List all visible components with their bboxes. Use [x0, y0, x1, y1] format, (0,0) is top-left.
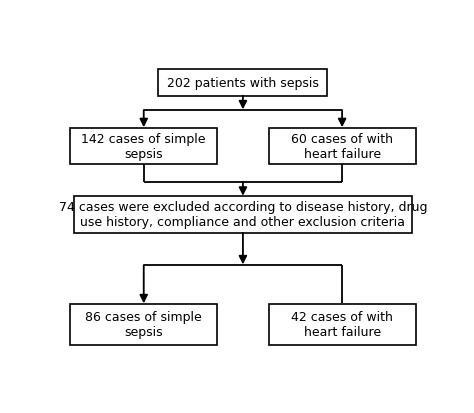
Bar — [269, 128, 416, 165]
Bar — [70, 128, 217, 165]
Text: 86 cases of simple
sepsis: 86 cases of simple sepsis — [85, 311, 202, 339]
Text: 42 cases of with
heart failure: 42 cases of with heart failure — [291, 311, 393, 339]
Text: 142 cases of simple
sepsis: 142 cases of simple sepsis — [82, 133, 206, 161]
Text: 74 cases were excluded according to disease history, drug
use history, complianc: 74 cases were excluded according to dise… — [59, 201, 427, 229]
Bar — [70, 304, 217, 345]
Text: 60 cases of with
heart failure: 60 cases of with heart failure — [291, 133, 393, 161]
Bar — [269, 304, 416, 345]
Bar — [158, 69, 328, 97]
Text: 202 patients with sepsis: 202 patients with sepsis — [167, 76, 319, 90]
Bar — [74, 197, 412, 233]
